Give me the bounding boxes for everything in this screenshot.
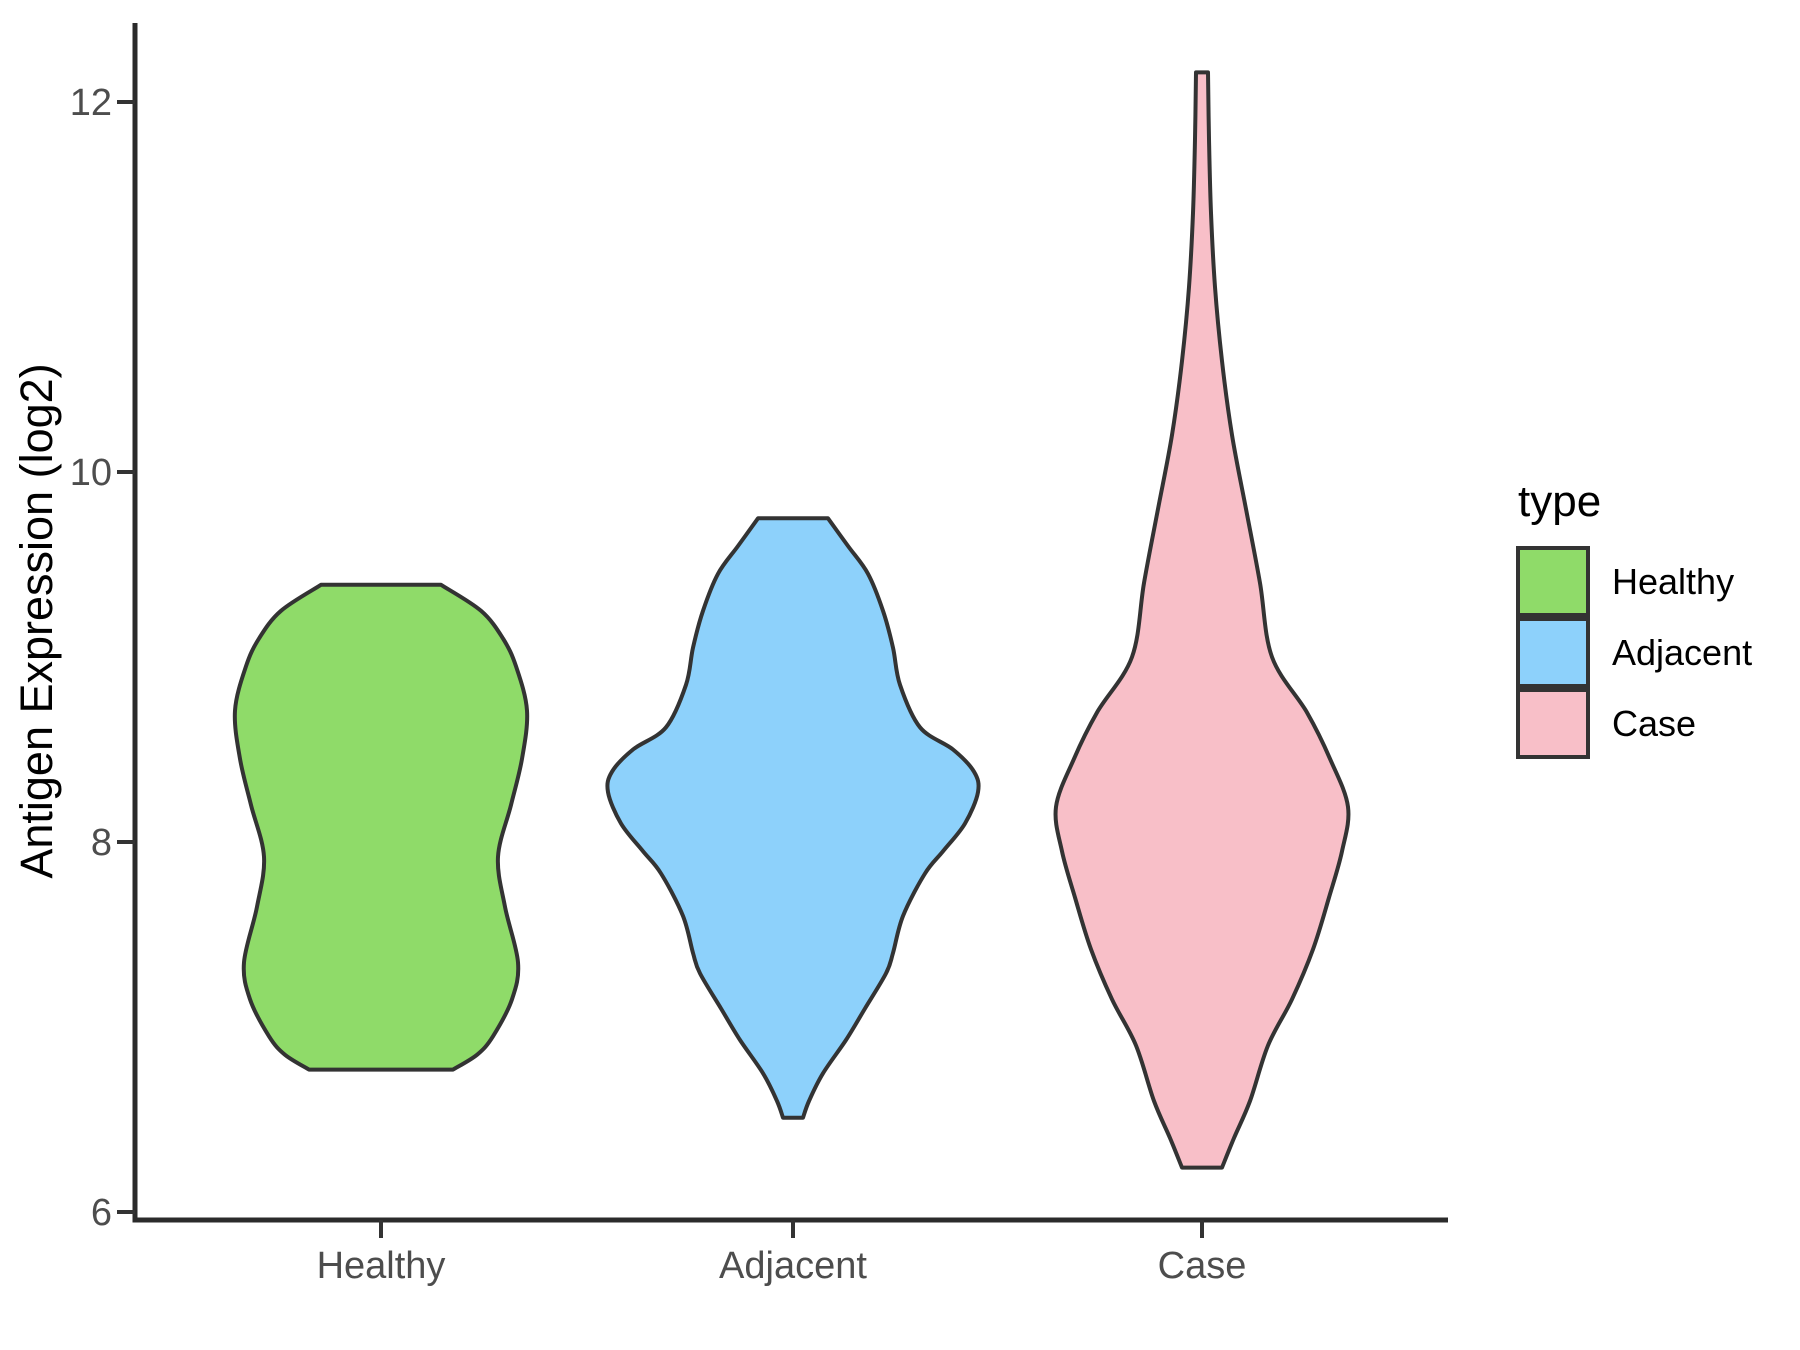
x-tick-label-healthy: Healthy [317,1245,446,1287]
y-tick-label-12: 12 [70,82,112,124]
legend-label-case: Case [1612,703,1696,744]
violins-group [232,70,1351,1170]
violin-adjacent [605,516,981,1120]
x-tick-label-case: Case [1158,1245,1247,1287]
violin-healthy [232,582,530,1072]
violin-case [1053,70,1351,1170]
legend-label-healthy: Healthy [1612,561,1734,602]
legend-items: Healthy Adjacent Case [1516,546,1752,759]
legend-swatch-adjacent [1516,617,1590,688]
y-tick-label-6: 6 [91,1192,112,1234]
x-tick-label-adjacent: Adjacent [719,1245,867,1287]
y-tick-label-8: 8 [91,822,112,864]
y-axis-ticks: 6 8 10 12 [70,82,135,1234]
legend-title: type [1518,477,1601,526]
y-axis-title: Antigen Expression (log2) [11,363,62,878]
legend-swatch-healthy [1516,546,1590,617]
x-axis-ticks: Healthy Adjacent Case [317,1220,1247,1287]
legend-swatch-case [1516,688,1590,759]
legend: type Healthy Adjacent Case [1516,477,1752,759]
y-tick-label-10: 10 [70,452,112,494]
legend-label-adjacent: Adjacent [1612,632,1752,673]
